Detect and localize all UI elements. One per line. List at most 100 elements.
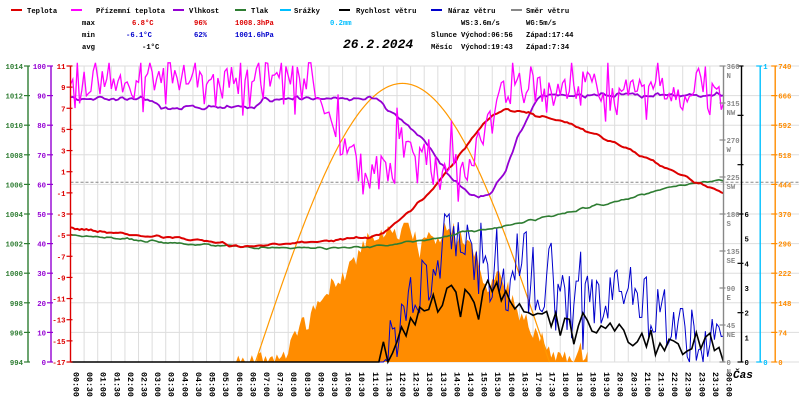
svg-text:Tlak: Tlak <box>251 8 269 16</box>
svg-text:Západ:17:44: Západ:17:44 <box>526 32 574 40</box>
svg-text:E: E <box>727 295 732 303</box>
svg-text:90: 90 <box>727 286 736 294</box>
svg-text:10:30: 10:30 <box>356 372 365 397</box>
svg-text:22:00: 22:00 <box>669 372 678 397</box>
svg-text:0.2mm: 0.2mm <box>330 20 352 28</box>
svg-text:11: 11 <box>57 64 66 72</box>
svg-text:avg: avg <box>82 44 95 52</box>
svg-text:13:30: 13:30 <box>438 372 447 397</box>
svg-text:06:30: 06:30 <box>247 372 256 397</box>
svg-text:Teplota: Teplota <box>27 8 58 16</box>
svg-text:-15: -15 <box>52 339 65 347</box>
svg-text:Srážky: Srážky <box>294 8 321 16</box>
svg-text:222: 222 <box>778 271 791 279</box>
svg-text:3: 3 <box>745 286 750 294</box>
svg-text:NE: NE <box>727 332 736 340</box>
svg-text:-11: -11 <box>52 297 66 305</box>
svg-text:WS:3.6m/s: WS:3.6m/s <box>461 20 500 28</box>
svg-text:N: N <box>727 369 731 377</box>
svg-text:08:00: 08:00 <box>288 372 297 397</box>
svg-text:296: 296 <box>778 242 791 250</box>
svg-text:SW: SW <box>727 184 736 192</box>
svg-text:-13: -13 <box>52 318 66 326</box>
svg-text:23:30: 23:30 <box>710 372 719 397</box>
svg-text:1010: 1010 <box>5 123 23 131</box>
svg-text:3: 3 <box>61 149 66 157</box>
svg-text:19:00: 19:00 <box>588 372 597 397</box>
svg-text:-1: -1 <box>57 191 66 199</box>
svg-text:15:00: 15:00 <box>479 372 488 397</box>
svg-text:20: 20 <box>37 301 46 309</box>
svg-text:994: 994 <box>10 360 24 368</box>
svg-text:60: 60 <box>37 182 46 190</box>
svg-text:02:00: 02:00 <box>125 372 134 397</box>
svg-text:22:30: 22:30 <box>683 372 692 397</box>
svg-text:08:30: 08:30 <box>302 372 311 397</box>
svg-text:N: N <box>727 73 731 81</box>
svg-text:1006: 1006 <box>5 182 23 190</box>
svg-text:04:30: 04:30 <box>193 372 202 397</box>
svg-text:20:00: 20:00 <box>615 372 624 397</box>
svg-text:Východ:06:56: Východ:06:56 <box>461 32 513 40</box>
svg-text:19:30: 19:30 <box>601 372 610 397</box>
svg-text:1: 1 <box>763 64 768 72</box>
svg-text:max: max <box>82 20 96 28</box>
svg-text:1: 1 <box>61 170 66 178</box>
svg-text:01:00: 01:00 <box>98 372 107 397</box>
svg-text:1001.6hPa: 1001.6hPa <box>235 32 275 40</box>
svg-text:90: 90 <box>37 94 46 102</box>
svg-text:45: 45 <box>727 323 736 331</box>
svg-text:270: 270 <box>727 138 740 146</box>
svg-text:740: 740 <box>778 64 791 72</box>
svg-text:592: 592 <box>778 123 791 131</box>
svg-text:518: 518 <box>778 153 791 161</box>
svg-text:315: 315 <box>727 101 740 109</box>
svg-text:05:30: 05:30 <box>220 372 229 397</box>
svg-text:225: 225 <box>727 175 740 183</box>
svg-text:-9: -9 <box>57 275 66 283</box>
svg-text:0: 0 <box>763 360 767 368</box>
svg-text:17:00: 17:00 <box>533 372 542 397</box>
svg-text:20:30: 20:30 <box>628 372 637 397</box>
svg-text:S: S <box>727 221 732 229</box>
svg-text:Čas: Čas <box>733 368 753 382</box>
svg-text:02:30: 02:30 <box>139 372 148 397</box>
svg-text:17:30: 17:30 <box>547 372 556 397</box>
svg-text:12:00: 12:00 <box>397 372 406 397</box>
svg-text:00:00: 00:00 <box>71 372 80 397</box>
svg-text:998: 998 <box>10 301 23 309</box>
svg-text:9: 9 <box>61 85 65 93</box>
svg-text:40: 40 <box>37 242 46 250</box>
svg-text:180: 180 <box>727 212 740 220</box>
svg-text:Východ:19:43: Východ:19:43 <box>461 44 513 52</box>
svg-text:1012: 1012 <box>5 94 23 102</box>
svg-text:80: 80 <box>37 123 46 131</box>
svg-text:10: 10 <box>37 330 46 338</box>
svg-text:96%: 96% <box>194 20 208 28</box>
svg-text:0: 0 <box>42 360 46 368</box>
svg-text:26.2.2024: 26.2.2024 <box>343 37 413 52</box>
svg-text:-1°C: -1°C <box>142 43 160 52</box>
svg-text:18:00: 18:00 <box>560 372 569 397</box>
svg-text:148: 148 <box>778 301 791 309</box>
svg-text:5: 5 <box>745 237 749 245</box>
svg-text:16:00: 16:00 <box>506 372 515 397</box>
svg-text:1008: 1008 <box>5 153 23 161</box>
svg-text:0: 0 <box>778 360 782 368</box>
svg-text:Náraz větru: Náraz větru <box>448 8 495 16</box>
svg-text:0: 0 <box>727 360 731 368</box>
svg-text:18:30: 18:30 <box>574 372 583 397</box>
svg-text:370: 370 <box>778 212 791 220</box>
svg-text:SE: SE <box>727 258 736 266</box>
svg-text:1000: 1000 <box>5 271 23 279</box>
svg-text:07:00: 07:00 <box>261 372 270 397</box>
svg-text:1002: 1002 <box>5 242 23 250</box>
svg-text:Přízemní teplota: Přízemní teplota <box>96 8 166 16</box>
svg-text:09:30: 09:30 <box>329 372 338 397</box>
svg-text:Směr větru: Směr větru <box>526 8 569 16</box>
svg-text:14:30: 14:30 <box>465 372 474 397</box>
svg-text:09:00: 09:00 <box>315 372 324 397</box>
svg-text:1014: 1014 <box>5 64 23 72</box>
svg-text:-17: -17 <box>52 360 65 368</box>
svg-text:62%: 62% <box>194 32 208 40</box>
